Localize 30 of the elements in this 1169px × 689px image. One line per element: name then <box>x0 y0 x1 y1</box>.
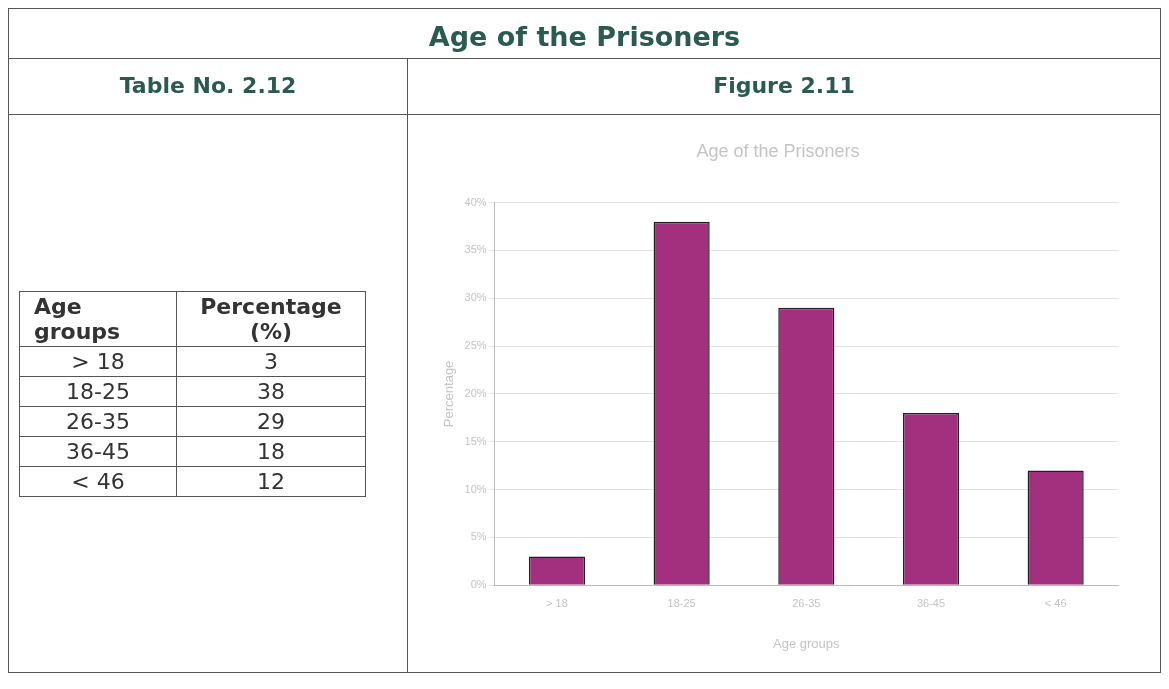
y-tick-label: 30% <box>464 291 487 304</box>
x-tick-label: < 46 <box>1044 596 1067 609</box>
y-axis-title: Percentage <box>441 360 457 428</box>
category-label: > 18 <box>19 346 177 376</box>
caption: Figure 2.11 <box>408 59 1160 115</box>
y-tick-label: 25% <box>464 339 487 352</box>
data-label: 12 <box>176 466 366 496</box>
x-tick-label: 18-25 <box>667 596 696 609</box>
y-tick-label: 35% <box>464 243 487 256</box>
y-tick-label: 10% <box>464 482 487 495</box>
y-tick-label: 20% <box>464 386 487 399</box>
text: Percentage (%) <box>176 291 366 346</box>
data-label: 18 <box>176 436 366 466</box>
category-label: < 46 <box>19 466 177 496</box>
category-label: 36-45 <box>19 436 177 466</box>
data-label: 38 <box>176 376 366 406</box>
text: Age of the Prisoners <box>9 9 1160 59</box>
data-label: 29 <box>176 406 366 436</box>
x-tick-label: 26-35 <box>792 596 821 609</box>
x-axis-title: Age groups <box>773 635 841 651</box>
y-tick-label: 40% <box>464 195 487 208</box>
y-tick-label: 15% <box>464 434 487 447</box>
category-label: 18-25 <box>19 376 177 406</box>
category-label: 26-35 <box>19 406 177 436</box>
chart-title: Age of the Prisoners <box>696 140 860 161</box>
text: Table No. 2.12 <box>9 59 407 115</box>
x-tick-label: > 18 <box>546 596 568 609</box>
text: Age groups <box>19 291 177 346</box>
x-tick-label: 36-45 <box>916 596 946 609</box>
data-label: 3 <box>176 346 366 376</box>
